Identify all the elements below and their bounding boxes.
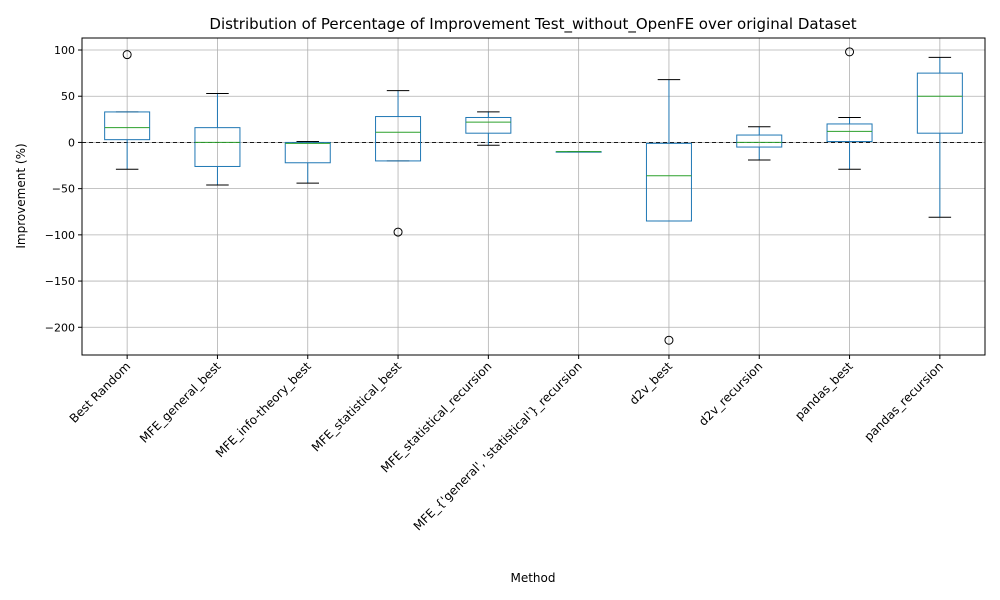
outlier-point (845, 47, 855, 57)
box-2 (194, 92, 241, 186)
box-6 (555, 151, 602, 153)
iqr-box (194, 127, 241, 167)
y-tick-label: −150 (45, 275, 75, 288)
y-axis-label: Improvement (%) (14, 143, 28, 248)
box-5 (465, 111, 512, 146)
x-tick-label: d2v_recursion (696, 359, 765, 428)
y-tick-label: −50 (52, 183, 75, 196)
iqr-box (104, 111, 151, 141)
y-tick-label: −100 (45, 229, 75, 242)
grid (82, 38, 985, 355)
iqr-box (645, 142, 692, 222)
y-axis-ticks: 100 50 0 −50 −100 −150 −200 (45, 44, 82, 334)
chart-title: Distribution of Percentage of Improvemen… (209, 15, 856, 34)
x-tick-label: Best Random (67, 359, 134, 426)
x-axis-ticks: Best Random MFE_general_bestMFE_info-theo… (67, 355, 946, 533)
outlier-point (393, 227, 403, 237)
x-tick-label: d2v_best (627, 359, 676, 408)
box-3 (284, 141, 331, 184)
x-tick-label: pandas_recursion (861, 359, 946, 444)
x-tick-label: pandas_best (792, 359, 856, 423)
iqr-box (916, 72, 963, 134)
x-tick-label: MFE_{'general', 'statistical'}_recursion (411, 359, 585, 533)
x-tick-label: MFE_general_best (137, 359, 224, 446)
plot-area-frame (81, 37, 986, 356)
y-tick-label: 100 (54, 44, 75, 57)
outlier-point (122, 50, 132, 60)
y-tick-label: 0 (68, 136, 75, 149)
box-7 (645, 79, 692, 345)
y-tick-label: 50 (61, 90, 75, 103)
y-tick-label: −200 (45, 321, 75, 334)
box-8 (736, 126, 783, 161)
x-axis-label: Method (510, 571, 555, 585)
boxes (104, 47, 963, 345)
iqr-box (465, 116, 512, 134)
iqr-box (284, 141, 331, 164)
iqr-box (736, 134, 783, 148)
iqr-box (375, 116, 422, 162)
iqr-box (826, 123, 873, 143)
box-9 (826, 47, 873, 170)
outlier-point (664, 335, 674, 345)
x-tick-label: MFE_info-theory_best (213, 359, 314, 460)
x-tick-label: MFE_statistical_best (309, 359, 404, 454)
box-4 (375, 90, 422, 237)
box-10 (916, 56, 963, 218)
box-1 (104, 50, 151, 170)
